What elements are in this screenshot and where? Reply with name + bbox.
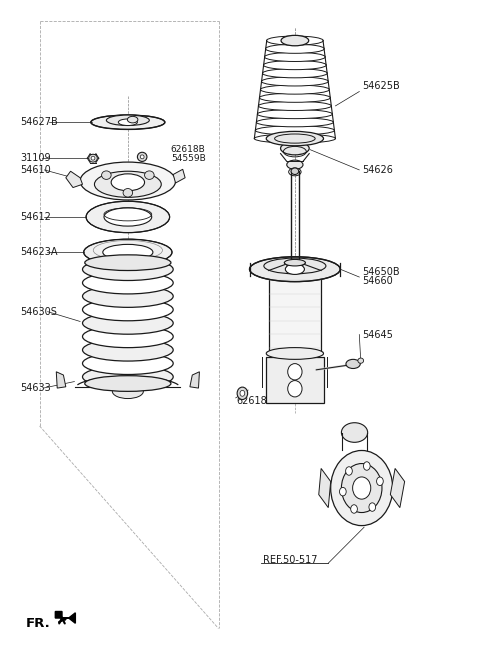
Ellipse shape — [85, 376, 171, 392]
Ellipse shape — [83, 365, 173, 388]
Ellipse shape — [86, 201, 169, 233]
Ellipse shape — [377, 477, 383, 485]
Ellipse shape — [266, 36, 323, 45]
Text: 62618B: 62618B — [237, 396, 274, 406]
Ellipse shape — [102, 171, 111, 179]
Ellipse shape — [353, 477, 371, 499]
Ellipse shape — [259, 93, 330, 102]
Ellipse shape — [104, 208, 152, 226]
Ellipse shape — [288, 363, 302, 380]
Ellipse shape — [237, 387, 248, 400]
Ellipse shape — [261, 85, 329, 94]
Text: 62618B: 62618B — [171, 145, 205, 154]
Ellipse shape — [80, 162, 176, 200]
Ellipse shape — [281, 35, 309, 46]
Text: 54625B: 54625B — [362, 81, 400, 91]
Ellipse shape — [91, 115, 165, 129]
Polygon shape — [173, 169, 185, 183]
Ellipse shape — [83, 258, 173, 281]
Text: 54633: 54633 — [21, 383, 51, 393]
Text: REF.50-517: REF.50-517 — [263, 555, 317, 565]
Ellipse shape — [341, 422, 368, 442]
Ellipse shape — [288, 168, 301, 176]
Ellipse shape — [240, 390, 245, 396]
Ellipse shape — [95, 171, 161, 197]
Ellipse shape — [91, 156, 95, 160]
Ellipse shape — [262, 77, 328, 86]
Ellipse shape — [83, 298, 173, 321]
Ellipse shape — [264, 60, 326, 70]
Ellipse shape — [265, 44, 324, 53]
Ellipse shape — [288, 380, 302, 397]
Ellipse shape — [287, 160, 303, 169]
Polygon shape — [55, 611, 75, 623]
Ellipse shape — [107, 115, 149, 125]
Ellipse shape — [83, 272, 173, 294]
Ellipse shape — [250, 256, 340, 281]
Text: 54645: 54645 — [362, 329, 393, 340]
Text: 54627B: 54627B — [21, 117, 58, 127]
Ellipse shape — [83, 339, 173, 361]
Polygon shape — [56, 372, 66, 388]
Polygon shape — [390, 468, 405, 508]
Ellipse shape — [351, 504, 358, 513]
Ellipse shape — [358, 358, 364, 363]
Ellipse shape — [369, 502, 376, 511]
Text: FR.: FR. — [25, 617, 50, 630]
Ellipse shape — [83, 285, 173, 308]
Polygon shape — [190, 372, 199, 388]
Ellipse shape — [257, 110, 333, 119]
Text: 54623A: 54623A — [21, 247, 58, 257]
Ellipse shape — [346, 359, 360, 369]
Ellipse shape — [140, 155, 144, 159]
Ellipse shape — [111, 174, 144, 191]
Text: 54612: 54612 — [21, 212, 51, 222]
Polygon shape — [266, 358, 324, 403]
Ellipse shape — [255, 126, 335, 135]
Text: 54650B: 54650B — [362, 268, 400, 277]
Ellipse shape — [144, 171, 154, 179]
Ellipse shape — [85, 255, 171, 270]
Ellipse shape — [281, 142, 309, 155]
Ellipse shape — [83, 325, 173, 348]
Ellipse shape — [127, 116, 138, 123]
Ellipse shape — [363, 462, 370, 470]
Polygon shape — [66, 171, 83, 188]
Text: 54610: 54610 — [21, 165, 51, 175]
Ellipse shape — [137, 152, 147, 161]
Ellipse shape — [341, 464, 382, 512]
Ellipse shape — [331, 451, 393, 525]
Ellipse shape — [83, 352, 173, 375]
Ellipse shape — [256, 117, 334, 127]
Ellipse shape — [118, 119, 137, 125]
Ellipse shape — [266, 348, 324, 359]
Ellipse shape — [339, 487, 346, 496]
Ellipse shape — [266, 131, 324, 146]
Ellipse shape — [83, 312, 173, 334]
Ellipse shape — [123, 188, 132, 197]
Text: 54559B: 54559B — [171, 154, 205, 163]
Ellipse shape — [258, 101, 331, 110]
Text: 54630S: 54630S — [21, 306, 57, 317]
Ellipse shape — [84, 239, 172, 265]
Ellipse shape — [112, 384, 144, 399]
Text: 54626: 54626 — [362, 165, 393, 175]
Ellipse shape — [263, 69, 327, 78]
Text: 31109: 31109 — [21, 153, 51, 163]
Ellipse shape — [264, 52, 325, 62]
Ellipse shape — [89, 154, 97, 162]
Ellipse shape — [346, 467, 352, 475]
Text: 54660: 54660 — [362, 276, 393, 286]
Ellipse shape — [103, 245, 153, 260]
Ellipse shape — [291, 168, 299, 174]
Ellipse shape — [254, 134, 336, 143]
Polygon shape — [266, 351, 324, 358]
Ellipse shape — [284, 259, 305, 266]
Polygon shape — [319, 468, 331, 508]
Ellipse shape — [264, 258, 326, 274]
Ellipse shape — [285, 264, 304, 274]
Polygon shape — [269, 270, 321, 358]
